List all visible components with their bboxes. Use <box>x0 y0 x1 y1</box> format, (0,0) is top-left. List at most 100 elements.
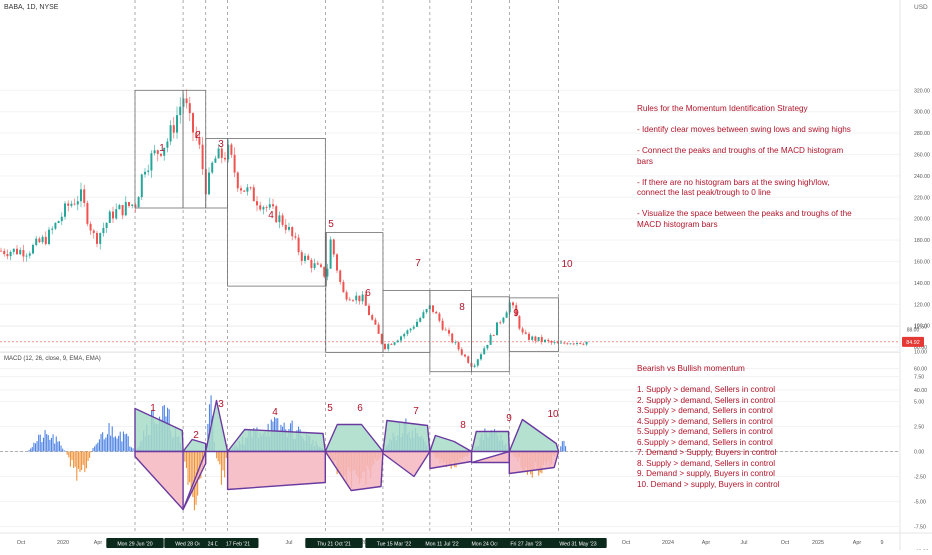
candle-body <box>582 344 584 345</box>
candle-body <box>269 204 271 207</box>
candle-body <box>166 141 168 147</box>
candle-body <box>266 207 268 208</box>
candle-body <box>566 343 568 344</box>
histogram-bar <box>46 434 47 451</box>
candle-body <box>224 158 226 159</box>
histogram-bar <box>100 434 101 451</box>
candle-body <box>477 359 479 365</box>
histogram-bar <box>81 452 82 470</box>
histogram-bar <box>43 438 44 452</box>
histogram-bar <box>29 450 30 452</box>
candle-body <box>243 190 245 191</box>
macd-tick-label: 2.50 <box>914 425 924 431</box>
histogram-bar <box>49 440 50 452</box>
candle-body <box>362 295 364 302</box>
candle-body <box>413 327 415 329</box>
momentum-annotation: Bearish vs Bullish momentum 1. Supply > … <box>637 364 852 490</box>
candle-body <box>570 343 572 344</box>
price-tick-label: 320.00 <box>914 88 930 94</box>
histogram-bar <box>110 436 111 452</box>
price-tick-label: 140.00 <box>914 281 930 287</box>
histogram-bar <box>38 435 39 452</box>
candle-body <box>454 342 456 343</box>
histogram-bar <box>126 434 127 452</box>
histogram-bar <box>94 446 95 451</box>
candle-body <box>314 263 316 268</box>
date-badge-label: 17 Feb '21 <box>226 542 250 548</box>
candle-body <box>486 345 488 348</box>
histogram-bar <box>105 438 106 452</box>
candle-body <box>298 238 300 253</box>
candle-body <box>426 309 428 312</box>
candle-body <box>48 230 50 244</box>
candle-body <box>19 250 21 254</box>
candle-body <box>208 173 210 195</box>
histogram-bar <box>115 436 116 451</box>
momentum-polygon-7 <box>383 421 430 452</box>
histogram-bar <box>187 452 188 485</box>
histogram-bar <box>565 446 566 451</box>
candle-body <box>419 318 421 322</box>
histogram-bar <box>128 436 129 451</box>
price-tick-label: 220.00 <box>914 195 930 201</box>
macd-tick-label: 0.00 <box>914 450 924 456</box>
histogram-bar <box>104 439 105 451</box>
candle-body <box>10 252 12 256</box>
candle-body <box>35 239 37 245</box>
price-tick-label: 200.00 <box>914 217 930 223</box>
candle-body <box>490 335 492 345</box>
candle-body <box>493 335 495 336</box>
candle-body <box>438 314 440 321</box>
macd-number-label: 8 <box>460 420 466 431</box>
histogram-bar <box>56 436 57 451</box>
price-tick-label: 60.00 <box>914 367 927 373</box>
macd-number-label: 4 <box>272 407 278 418</box>
histogram-bar <box>67 452 68 455</box>
candle-body <box>323 267 325 277</box>
date-badge-label: Fri 27 Jan '23 <box>510 542 541 548</box>
candle-body <box>0 251 2 252</box>
macd-number-label: 6 <box>357 403 363 414</box>
histogram-bar <box>96 444 97 451</box>
candle-body <box>202 145 204 169</box>
candle-body <box>45 237 47 244</box>
candle-body <box>525 332 527 333</box>
histogram-bar <box>37 441 38 451</box>
candle-body <box>416 322 418 327</box>
candle-body <box>115 209 117 218</box>
box-number-label: 3 <box>218 139 224 150</box>
candle-body <box>141 174 143 197</box>
candle-body <box>38 239 40 243</box>
candle-body <box>317 263 319 264</box>
candle-body <box>16 249 18 254</box>
histogram-bar <box>40 435 41 452</box>
candle-body <box>214 158 216 162</box>
histogram-bar <box>560 446 561 451</box>
candle-body <box>403 334 405 336</box>
momentum-polygon-4 <box>228 430 326 452</box>
time-axis-label: Jul <box>286 540 293 546</box>
candle-body <box>61 217 63 221</box>
box-number-label: 2 <box>195 130 201 141</box>
histogram-bar <box>41 442 42 451</box>
histogram-bar <box>108 423 109 451</box>
candle-body <box>99 233 101 244</box>
price-tick-label: 300.00 <box>914 110 930 116</box>
time-axis-label: Apr <box>94 540 103 546</box>
candle-body <box>106 223 108 228</box>
candle-body <box>275 206 277 222</box>
candle-body <box>371 315 373 320</box>
histogram-bar <box>73 452 74 469</box>
candle-body <box>458 342 460 349</box>
candle-body <box>125 202 127 215</box>
candle-body <box>531 337 533 340</box>
histogram-bar <box>61 446 62 452</box>
date-badge-label: Thu 21 Oct '21 <box>317 542 351 548</box>
candle-body <box>464 355 466 357</box>
histogram-bar <box>45 430 46 451</box>
candle-body <box>352 300 354 301</box>
time-axis-label: 2025 <box>812 540 824 546</box>
histogram-bar <box>216 452 217 459</box>
histogram-bar <box>222 452 223 471</box>
